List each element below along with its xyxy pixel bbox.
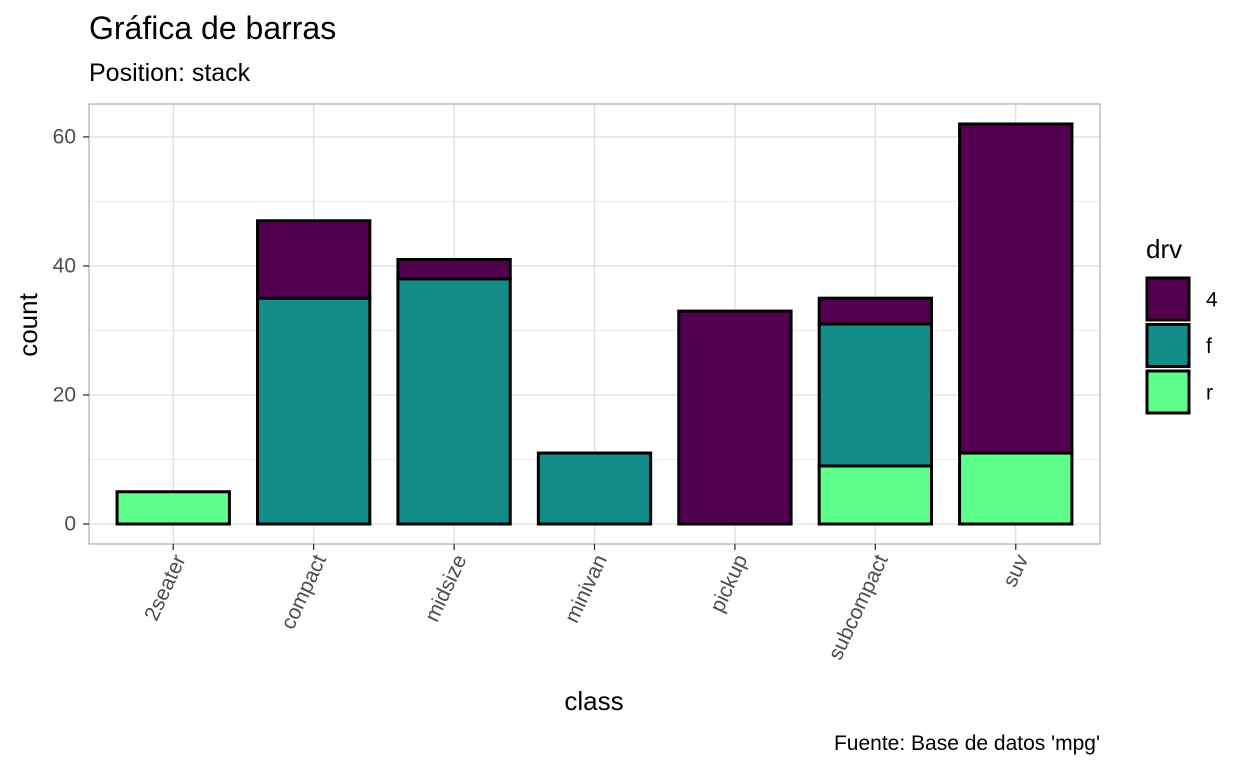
chart-subtitle: Position: stack: [89, 59, 251, 87]
legend-label-r: r: [1206, 382, 1213, 405]
bar-midsize-drv-f: [396, 277, 512, 526]
bar-2seater-drv-r: [115, 490, 231, 526]
x-tick-label-midsize: midsize: [421, 551, 472, 625]
bars: [115, 122, 1074, 526]
y-tick-label: 60: [53, 125, 76, 148]
bar-suv-drv-r: [958, 451, 1074, 526]
bar-minivan-drv-f: [536, 451, 653, 526]
x-tick-label-2seater: 2seater: [140, 551, 190, 624]
x-tick-label-pickup: pickup: [706, 551, 752, 616]
legend-title: drv: [1146, 234, 1182, 264]
x-tick-label-compact: compact: [277, 551, 331, 633]
bar-suv-drv-4: [958, 122, 1074, 455]
bar-compact-drv-4: [256, 219, 372, 300]
y-tick-label: 20: [53, 383, 76, 406]
bar-compact-drv-f: [256, 296, 372, 526]
bar-subcompact-drv-4: [817, 296, 934, 326]
legend-key-f: [1145, 323, 1191, 368]
bar-subcompact-drv-f: [817, 322, 934, 468]
chart-title: Gráfica de barras: [89, 10, 336, 46]
legend-key-r: [1145, 369, 1191, 415]
bar-subcompact-drv-r: [817, 464, 934, 526]
y-tick-labels: 0 20 40 60: [53, 125, 76, 535]
x-axis-title: class: [564, 686, 623, 716]
legend: drv 4 f r: [1145, 234, 1218, 415]
y-tick-label: 40: [53, 254, 76, 277]
x-tick-label-subcompact: subcompact: [824, 551, 893, 663]
axis-ticks: [83, 136, 1017, 550]
bar-midsize-drv-4: [396, 257, 512, 281]
legend-items: 4 f r: [1145, 276, 1218, 415]
legend-label-f: f: [1206, 335, 1212, 358]
y-tick-label: 0: [64, 513, 76, 536]
chart-caption: Fuente: Base de datos 'mpg': [834, 732, 1100, 755]
x-tick-label-suv: suv: [999, 551, 1034, 591]
legend-key-4: [1145, 276, 1191, 322]
legend-label-4: 4: [1206, 289, 1218, 312]
x-tick-labels: 2seater compact midsize minivan pickup subcom…: [140, 551, 1033, 664]
y-axis-title: count: [13, 292, 43, 356]
bar-pickup-drv-4: [677, 309, 793, 526]
x-tick-label-minivan: minivan: [560, 551, 611, 626]
